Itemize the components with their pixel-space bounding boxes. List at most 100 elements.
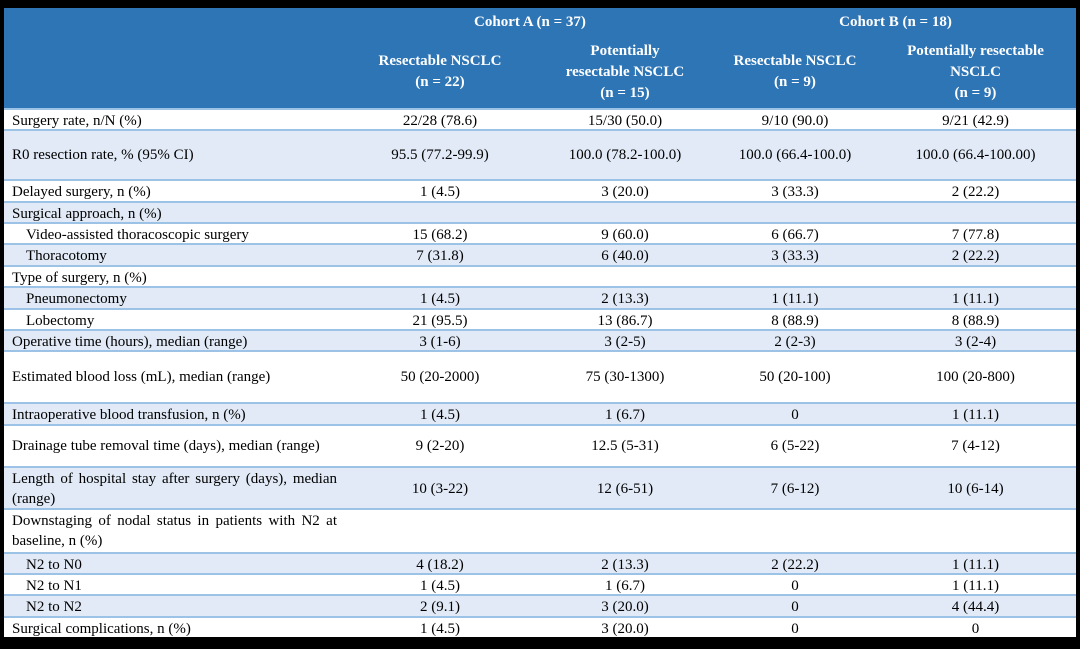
- table-row: R0 resection rate, % (95% CI) 95.5 (77.2-…: [4, 129, 1076, 180]
- table-row: Video-assisted thoracoscopic surgery 15 (…: [4, 222, 1076, 244]
- table-row: Type of surgery, n (%): [4, 264, 1076, 287]
- row-label: Surgical complications, n (%): [12, 620, 191, 637]
- table-row: N2 to N0 4 (18.2) 2 (13.3) 2 (22.2) 1 (11.1): [4, 551, 1076, 573]
- row-value: 1 (11.1): [952, 556, 999, 573]
- row-value: 2 (22.2): [771, 556, 819, 573]
- row-label: Type of surgery, n (%): [12, 269, 147, 286]
- row-value: [535, 277, 715, 279]
- row-value: 1 (6.7): [605, 577, 645, 594]
- row-value: 1 (4.5): [420, 407, 460, 424]
- row-value: 3 (2-5): [604, 333, 646, 350]
- table-row: Pneumonectomy 1 (4.5) 2 (13.3) 1 (11.1) 1 (1…: [4, 286, 1076, 308]
- row-label: Intraoperative blood transfusion, n (%): [12, 407, 246, 424]
- row-value: 100.0 (78.2-100.0): [568, 147, 682, 164]
- row-label: Downstaging of nodal status in patients …: [12, 512, 337, 549]
- table-body: Surgery rate, n/N (%) 22/28 (78.6) 15/30 (…: [4, 108, 1076, 637]
- row-value: 0: [791, 620, 799, 637]
- row-label: N2 to N2: [26, 599, 82, 616]
- row-value: 6 (5-22): [770, 437, 820, 454]
- row-label: Video-assisted thoracoscopic surgery: [26, 227, 249, 244]
- row-value: 75 (30-1300): [585, 369, 665, 386]
- table-row: Thoracotomy 7 (31.8) 6 (40.0) 3 (33.3) 2 (22…: [4, 243, 1076, 265]
- row-label: Operative time (hours), median (range): [12, 333, 248, 350]
- row-value: 1 (11.1): [952, 291, 999, 308]
- row-value: 3 (1-6): [419, 333, 461, 350]
- table-row: Surgical approach, n (%): [4, 200, 1076, 223]
- row-value: 3 (33.3): [771, 184, 819, 201]
- row-value: [715, 277, 875, 279]
- table-row: Lobectomy 21 (95.5) 13 (86.7) 8 (88.9) 8 (88…: [4, 307, 1076, 329]
- row-value: 100.0 (66.4-100.00): [915, 147, 1036, 164]
- table-row: Surgical complications, n (%) 1 (4.5) 3 (2…: [4, 615, 1076, 637]
- row-value: 95.5 (77.2-99.9): [391, 147, 489, 164]
- row-label: Pneumonectomy: [26, 291, 127, 308]
- table-row: Length of hospital stay after surgery (d…: [4, 465, 1076, 508]
- row-value: 6 (66.7): [771, 227, 819, 244]
- row-value: 0: [791, 407, 799, 424]
- row-value: 15 (68.2): [412, 227, 468, 244]
- row-value: [875, 530, 1076, 532]
- row-value: 22/28 (78.6): [402, 113, 478, 129]
- row-value: [715, 530, 875, 532]
- row-value: 1 (4.5): [420, 577, 460, 594]
- row-value: 2 (13.3): [601, 291, 649, 308]
- row-value: [345, 277, 535, 279]
- row-value: 9 (2-20): [415, 437, 465, 454]
- row-label: N2 to N1: [26, 577, 82, 594]
- row-value: 2 (9.1): [420, 599, 460, 616]
- row-value: 12 (6-51): [596, 480, 654, 497]
- row-label: Surgical approach, n (%): [12, 205, 162, 222]
- table-row: Drainage tube removal time (days), media…: [4, 423, 1076, 466]
- row-label: Surgery rate, n/N (%): [12, 113, 142, 129]
- row-value: 9/10 (90.0): [761, 113, 829, 129]
- row-value: 1 (4.5): [420, 291, 460, 308]
- row-value: 8 (88.9): [951, 312, 1000, 329]
- row-value: 21 (95.5): [412, 312, 468, 329]
- row-label: Thoracotomy: [26, 248, 107, 265]
- row-value: 10 (3-22): [411, 480, 469, 497]
- row-value: 2 (2-3): [774, 333, 816, 350]
- row-value: 100.0 (66.4-100.0): [738, 147, 852, 164]
- table-row: N2 to N2 2 (9.1) 3 (20.0) 0 4 (44.4): [4, 594, 1076, 616]
- row-value: 1 (4.5): [420, 184, 460, 201]
- row-value: 2 (13.3): [601, 556, 649, 573]
- row-label: Delayed surgery, n (%): [12, 184, 151, 201]
- row-value: 4 (44.4): [951, 599, 1000, 616]
- row-value: 10 (6-14): [947, 480, 1004, 497]
- table-row: Estimated blood loss (mL), median (range…: [4, 350, 1076, 403]
- row-value: [535, 213, 715, 215]
- row-label: Drainage tube removal time (days), media…: [12, 437, 320, 454]
- row-value: 13 (86.7): [597, 312, 653, 329]
- row-label: R0 resection rate, % (95% CI): [12, 147, 194, 164]
- row-value: 3 (20.0): [601, 620, 649, 637]
- table-row: Intraoperative blood transfusion, n (%) 1…: [4, 402, 1076, 424]
- row-value: 3 (20.0): [601, 599, 649, 616]
- row-value: 4 (18.2): [416, 556, 464, 573]
- row-value: 100 (20-800): [936, 369, 1015, 386]
- row-value: 7 (4-12): [951, 437, 1000, 454]
- row-value: 1 (4.5): [420, 620, 460, 637]
- row-value: 1 (11.1): [952, 577, 999, 594]
- row-value: 8 (88.9): [771, 312, 819, 329]
- row-value: 7 (6-12): [770, 480, 820, 497]
- row-value: [345, 530, 535, 532]
- row-value: 50 (20-2000): [400, 369, 480, 386]
- row-value: 3 (20.0): [601, 184, 649, 201]
- row-value: 12.5 (5-31): [591, 437, 659, 454]
- row-value: 50 (20-100): [759, 369, 831, 386]
- row-value: 7 (77.8): [951, 227, 1000, 244]
- row-value: 3 (2-4): [954, 333, 997, 350]
- table-row: Downstaging of nodal status in patients …: [4, 507, 1076, 552]
- table-row: N2 to N1 1 (4.5) 1 (6.7) 0 1 (11.1): [4, 572, 1076, 595]
- row-label: Lobectomy: [26, 312, 95, 329]
- cohort-a-potentially-resectable-header: Potentially resectable NSCLC (n = 15): [565, 42, 685, 101]
- row-label: N2 to N0: [26, 556, 82, 573]
- table-row: Surgery rate, n/N (%) 22/28 (78.6) 15/30 (…: [4, 108, 1076, 130]
- row-value: 0: [791, 577, 799, 594]
- row-value: 2 (22.2): [951, 248, 1000, 265]
- row-value: 6 (40.0): [601, 248, 649, 265]
- row-value: 9 (60.0): [601, 227, 649, 244]
- row-label: Estimated blood loss (mL), median (range…: [12, 369, 271, 386]
- cohort-b-resectable-header: Resectable NSCLC (n = 9): [733, 53, 857, 90]
